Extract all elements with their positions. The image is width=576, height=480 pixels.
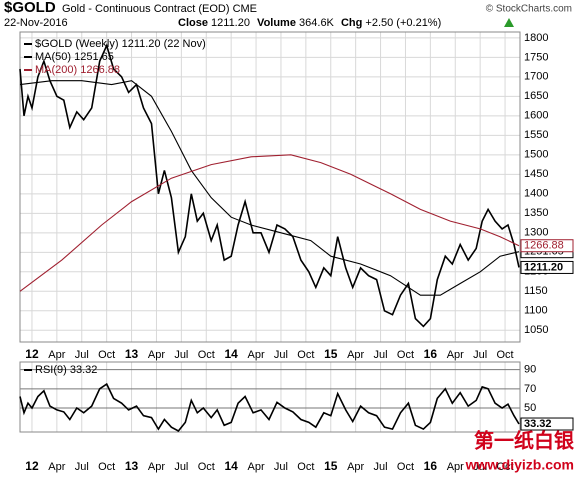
instrument-name: Gold - Continuous Contract (EOD) CME [62, 3, 257, 15]
stat-label: Chg [341, 17, 362, 29]
x-tick-label: Jul [174, 461, 188, 473]
x-tick-label: Jul [274, 349, 288, 361]
y-tick-label: 1300 [524, 227, 548, 239]
legend-entry: $GOLD (Weekly) 1211.20 (22 Nov) [35, 38, 206, 50]
y-tick-label: 70 [524, 383, 536, 395]
x-tick-label: Oct [198, 461, 215, 473]
stat-value: 1211.20 [211, 17, 250, 29]
x-tick-label: Apr [48, 349, 65, 361]
stat-value: 364.6K [299, 17, 335, 29]
series-line [19, 382, 520, 433]
x-tick-label: Apr [247, 461, 264, 473]
x-tick-label: 12 [25, 347, 39, 361]
legend-entry: RSI(9) 33.32 [35, 364, 97, 376]
x-tick-label: Apr [347, 461, 364, 473]
x-tick-label: Jul [174, 349, 188, 361]
date: 22-Nov-2016 [4, 17, 68, 29]
x-tick-label: Oct [198, 349, 215, 361]
y-tick-label: 1350 [524, 207, 548, 219]
x-tick-label: Jul [473, 461, 487, 473]
y-tick-label: 1700 [524, 71, 548, 83]
y-tick-label: 1400 [524, 188, 548, 200]
source: © StockCharts.com [486, 4, 572, 15]
x-tick-label: Apr [347, 349, 364, 361]
series-line [19, 43, 520, 328]
watermark-url: www.diyizb.com [465, 457, 574, 473]
x-tick-label: Oct [496, 349, 513, 361]
x-tick-label: 16 [424, 459, 438, 473]
stats: Close 1211.20 Volume 364.6K Chg +2.50 (+… [178, 17, 441, 29]
y-tick-label: 1500 [524, 149, 548, 161]
x-tick-label: Oct [397, 349, 414, 361]
y-tick-label: 1150 [524, 285, 548, 297]
x-tick-label: 16 [424, 347, 438, 361]
symbol: $GOLD [4, 0, 56, 16]
last-value-label: 1211.20 [524, 261, 563, 273]
stat-label: Close [178, 17, 208, 29]
price-panel [19, 31, 521, 343]
y-tick-label: 1750 [524, 51, 548, 63]
last-value-label: 1266.88 [524, 240, 564, 252]
x-tick-label: Jul [274, 461, 288, 473]
stat-label: Volume [257, 17, 296, 29]
x-tick-label: 13 [125, 347, 139, 361]
y-tick-label: 1050 [524, 324, 548, 336]
y-tick-label: 1550 [524, 129, 548, 141]
x-tick-label: Apr [247, 349, 264, 361]
legend-entry: MA(50) 1251.65 [35, 51, 114, 63]
y-tick-label: 50 [524, 402, 536, 414]
x-tick-label: Jul [75, 461, 89, 473]
x-tick-label: 12 [25, 459, 39, 473]
last-value-box [520, 417, 574, 431]
y-tick-label: 1450 [524, 168, 548, 180]
stat-value: +2.50 (+0.21%) [365, 17, 441, 29]
x-tick-label: Oct [397, 461, 414, 473]
y-tick-label: 1100 [524, 305, 548, 317]
legend-entry: MA(200) 1266.88 [35, 64, 120, 76]
x-tick-label: Oct [496, 461, 513, 473]
last-value-box [520, 260, 574, 274]
x-tick-label: Apr [48, 461, 65, 473]
x-tick-label: Jul [374, 349, 388, 361]
y-tick-label: 1600 [524, 110, 548, 122]
up-arrow [504, 18, 514, 27]
x-tick-label: Oct [297, 461, 314, 473]
x-tick-label: Jul [75, 349, 89, 361]
x-tick-label: 15 [324, 459, 338, 473]
x-tick-label: Oct [98, 349, 115, 361]
series-line [19, 154, 520, 292]
watermark-title: 第一纸白银 [474, 428, 575, 452]
y-tick-label: 1800 [524, 32, 548, 44]
x-tick-label: Apr [447, 461, 464, 473]
x-tick-label: Oct [98, 461, 115, 473]
x-tick-label: Oct [297, 349, 314, 361]
x-tick-label: 14 [224, 459, 238, 473]
y-tick-label: 90 [524, 364, 536, 376]
x-tick-label: Apr [148, 349, 165, 361]
x-tick-label: Apr [148, 461, 165, 473]
x-tick-label: Jul [473, 349, 487, 361]
x-tick-label: 13 [125, 459, 139, 473]
last-value-box [520, 239, 574, 253]
x-tick-label: Jul [374, 461, 388, 473]
x-tick-label: 14 [224, 347, 238, 361]
series-line [19, 80, 520, 296]
y-tick-label: 1650 [524, 90, 548, 102]
x-tick-label: Apr [447, 349, 464, 361]
last-value-label: 33.32 [524, 418, 552, 430]
x-tick-label: 15 [324, 347, 338, 361]
